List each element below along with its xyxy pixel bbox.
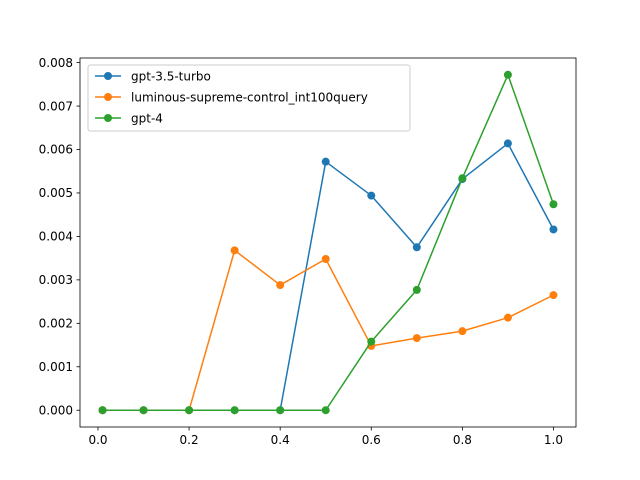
series-gpt-4 (98, 70, 558, 415)
y-tick-label: 0.008 (39, 56, 73, 70)
legend-label: luminous-supreme-control_int100query (131, 90, 368, 104)
data-point (412, 285, 421, 294)
data-point (458, 327, 467, 336)
x-tick-label: 0.2 (180, 433, 199, 447)
x-tick-label: 0.4 (271, 433, 290, 447)
y-tick-label: 0.005 (39, 186, 73, 200)
legend-box (87, 64, 411, 132)
series-layer (98, 70, 558, 415)
y-tick-label: 0.000 (39, 403, 73, 417)
axes-frame (79, 57, 577, 428)
data-point (412, 334, 421, 343)
data-point (367, 337, 376, 346)
data-point (458, 174, 467, 183)
data-point (276, 406, 285, 415)
y-tick-label: 0.001 (39, 360, 73, 374)
data-point (321, 255, 330, 264)
x-tick-label: 0.6 (362, 433, 381, 447)
data-point (98, 406, 107, 415)
legend-marker (104, 93, 112, 101)
data-point (549, 225, 558, 234)
data-point (367, 191, 376, 200)
data-point (503, 313, 512, 322)
legend-item: luminous-supreme-control_int100query (95, 90, 368, 104)
data-point (503, 139, 512, 148)
y-tick-label: 0.003 (39, 273, 73, 287)
legend-marker (104, 114, 112, 122)
y-axis: 0.000 0.001 0.002 0.003 0.004 0.005 0.006 0.007… (39, 56, 80, 417)
data-point (412, 243, 421, 252)
x-tick-label: 1.0 (544, 433, 563, 447)
data-point (321, 157, 330, 166)
data-point (321, 406, 330, 415)
x-tick-label: 0.8 (453, 433, 472, 447)
data-point (549, 200, 558, 209)
data-point (230, 246, 239, 255)
legend-item: gpt-4 (95, 111, 163, 125)
data-point (185, 406, 194, 415)
data-point (230, 406, 239, 415)
y-tick-label: 0.006 (39, 143, 73, 157)
legend-label: gpt-4 (131, 111, 163, 125)
data-point (549, 291, 558, 300)
y-tick-label: 0.004 (39, 230, 73, 244)
data-point (139, 406, 148, 415)
data-point (276, 281, 285, 290)
y-tick-label: 0.002 (39, 317, 73, 331)
x-axis: 0.0 0.2 0.4 0.6 0.8 1.0 (88, 427, 563, 447)
legend-item: gpt-3.5-turbo (95, 69, 211, 83)
legend: gpt-3.5-turbo luminous-supreme-control_in… (87, 64, 411, 132)
legend-marker (104, 72, 112, 80)
data-point (503, 70, 512, 79)
y-tick-label: 0.007 (39, 99, 73, 113)
x-tick-label: 0.0 (88, 433, 107, 447)
legend-label: gpt-3.5-turbo (131, 69, 211, 83)
